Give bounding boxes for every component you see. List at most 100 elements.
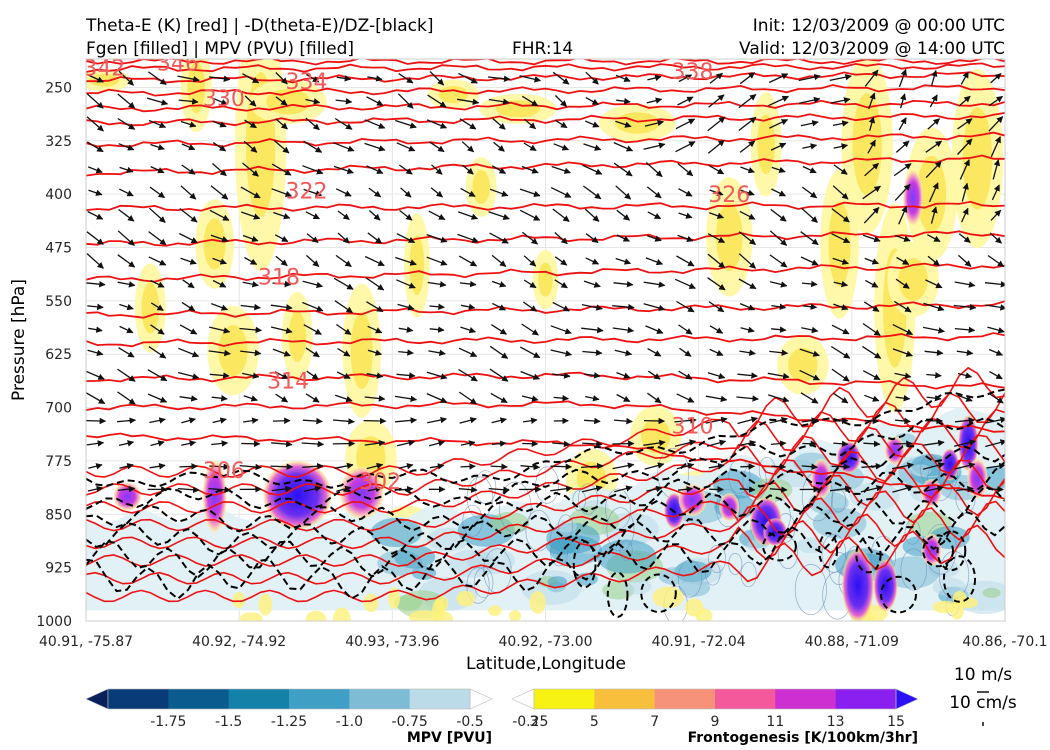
wind-vector bbox=[242, 162, 259, 177]
wind-vector bbox=[924, 485, 944, 493]
wind-vector bbox=[367, 232, 383, 244]
wind-vector bbox=[613, 162, 633, 177]
colorbar-tick-label: 13 bbox=[827, 714, 845, 730]
wind-vector bbox=[738, 93, 757, 109]
wind-vector bbox=[988, 392, 1004, 404]
wind-vector bbox=[271, 485, 292, 493]
wind-vector bbox=[643, 417, 666, 425]
mpv-cell bbox=[622, 578, 652, 595]
wind-vector bbox=[737, 372, 758, 379]
wind-vector bbox=[739, 72, 756, 85]
wind-vector bbox=[488, 211, 510, 220]
wind-vector bbox=[616, 371, 631, 379]
wind-vector bbox=[270, 463, 294, 471]
wind-vector bbox=[677, 96, 694, 106]
wind-vector bbox=[987, 326, 1005, 334]
theta-e-contour bbox=[86, 262, 1005, 283]
theta-e-label: 302 bbox=[359, 470, 401, 495]
theta-e-contour-labels: 342 346 338 334 330 326 322 318 314 310 306 302 bbox=[86, 59, 750, 495]
wind-vector bbox=[243, 140, 258, 153]
wind-vector bbox=[303, 140, 323, 153]
wind-vector bbox=[862, 345, 882, 359]
wind-vector bbox=[273, 140, 290, 154]
wind-vector bbox=[957, 118, 973, 130]
stability-contour bbox=[86, 461, 1005, 556]
wind-vector bbox=[739, 440, 757, 447]
colorbar-swatch bbox=[654, 689, 716, 709]
fgen-core bbox=[263, 461, 332, 530]
wind-vector bbox=[991, 184, 1000, 201]
mpv-contour bbox=[705, 561, 721, 586]
mpv-contour bbox=[715, 488, 741, 528]
valid-time: Valid: 12/03/2009 @ 14:00 UTC bbox=[739, 39, 1005, 59]
wind-vector bbox=[244, 256, 258, 265]
x-tick-label: 40.88, -71.09 bbox=[805, 634, 899, 650]
wind-vector bbox=[302, 280, 324, 289]
wind-vector bbox=[925, 161, 942, 179]
wind-vector bbox=[86, 73, 104, 83]
wind-vector bbox=[708, 463, 725, 470]
wind-vector bbox=[582, 440, 603, 448]
theta-e-contour bbox=[86, 59, 1005, 66]
wind-vector bbox=[86, 417, 107, 425]
wind-vector bbox=[799, 348, 820, 357]
mpv-contour bbox=[904, 519, 921, 545]
wind-vector bbox=[863, 440, 881, 448]
wind-vector bbox=[831, 233, 851, 244]
wind-vector bbox=[274, 371, 289, 380]
wind-vector bbox=[615, 120, 632, 128]
wind-vector bbox=[986, 462, 1005, 470]
wind-vector bbox=[118, 143, 135, 151]
wind-vector bbox=[550, 325, 572, 335]
wind-vector bbox=[990, 209, 1002, 221]
wind-vector bbox=[244, 95, 257, 107]
colorbar-outline bbox=[533, 688, 897, 710]
wind-vector bbox=[740, 189, 755, 196]
wind-vector bbox=[585, 257, 600, 265]
wind-vector bbox=[398, 326, 414, 333]
theta-e-contour bbox=[86, 154, 1005, 177]
x-axis: 40.91, -75.87 40.92, -74.92 40.93, -73.96 4… bbox=[39, 634, 1048, 650]
theta-e-contour bbox=[86, 200, 1005, 212]
wind-vector bbox=[614, 349, 633, 357]
theta-e-contour-lower bbox=[86, 434, 1005, 532]
wind-vector bbox=[270, 326, 293, 334]
wind-vector bbox=[861, 462, 883, 470]
colorbar-extend-left bbox=[85, 688, 109, 710]
wind-vector bbox=[769, 254, 788, 268]
wind-vector bbox=[862, 322, 881, 337]
wind-vector bbox=[615, 74, 631, 82]
wind-vector bbox=[491, 165, 507, 174]
wind-vector bbox=[799, 369, 820, 381]
wind-vector bbox=[305, 211, 320, 220]
wind-vector bbox=[647, 370, 661, 380]
theta-e-contour-lower bbox=[86, 459, 1005, 550]
wind-vector bbox=[426, 119, 448, 129]
wind-vector bbox=[147, 393, 168, 403]
wind-vector bbox=[367, 485, 383, 493]
wind-vector bbox=[581, 326, 604, 334]
fgen-surface-patch bbox=[305, 610, 327, 621]
wind-vector bbox=[738, 253, 756, 269]
wind-vector bbox=[830, 345, 851, 359]
wind-vector bbox=[119, 303, 134, 311]
wind-vector bbox=[148, 119, 167, 129]
wind-vector bbox=[208, 349, 231, 357]
fgen-region-5 bbox=[788, 347, 818, 382]
wind-vector bbox=[863, 301, 880, 312]
fgen-surface-patch bbox=[332, 607, 351, 621]
y-tick-label: 250 bbox=[45, 80, 72, 96]
fgen-region-5 bbox=[716, 202, 743, 271]
wind-vector bbox=[862, 234, 881, 243]
wind-vector bbox=[612, 326, 635, 334]
wind-vector bbox=[119, 325, 134, 334]
theta-e-contour-lower bbox=[86, 366, 1005, 478]
wind-vector bbox=[990, 73, 1002, 84]
wind-vector bbox=[180, 185, 197, 200]
wind-vector bbox=[644, 119, 665, 127]
wind-vector bbox=[456, 98, 480, 106]
y-tick-label: 550 bbox=[45, 294, 72, 310]
wind-vector bbox=[675, 118, 696, 130]
wind-vector bbox=[117, 93, 136, 109]
fgen-region-5 bbox=[538, 262, 553, 297]
